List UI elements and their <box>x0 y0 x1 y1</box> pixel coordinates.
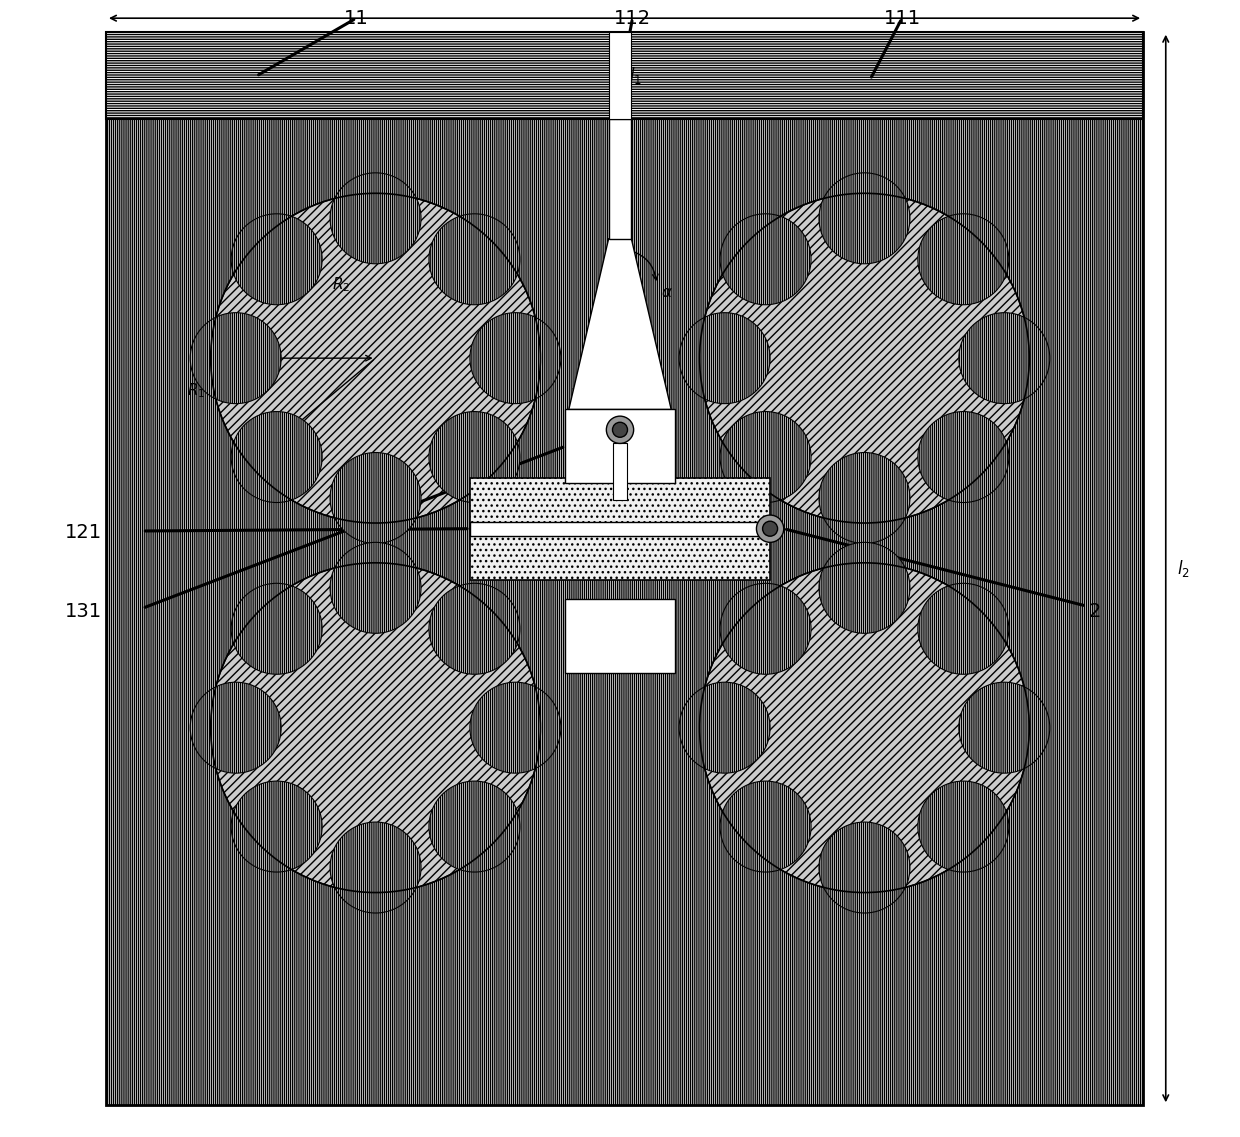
Circle shape <box>680 682 770 773</box>
Circle shape <box>680 313 770 404</box>
Circle shape <box>699 193 1029 523</box>
Circle shape <box>190 313 281 404</box>
Bar <box>470 522 770 536</box>
Circle shape <box>429 412 520 503</box>
Circle shape <box>818 453 910 543</box>
Text: $l_2$: $l_2$ <box>1177 558 1190 579</box>
Circle shape <box>720 781 811 872</box>
Circle shape <box>818 542 910 633</box>
Text: $R_1$: $R_1$ <box>187 381 205 399</box>
Circle shape <box>190 682 281 773</box>
Circle shape <box>429 214 520 305</box>
Circle shape <box>211 563 541 893</box>
Text: 131: 131 <box>66 603 102 621</box>
Circle shape <box>959 682 1050 773</box>
Circle shape <box>211 193 541 523</box>
Circle shape <box>606 416 634 443</box>
Circle shape <box>613 422 627 438</box>
Circle shape <box>918 781 1009 872</box>
Bar <box>565 599 675 673</box>
Circle shape <box>231 583 322 674</box>
Circle shape <box>959 313 1050 404</box>
Circle shape <box>720 412 811 503</box>
Circle shape <box>720 583 811 674</box>
Text: $\alpha$: $\alpha$ <box>661 287 673 300</box>
Circle shape <box>231 412 322 503</box>
Circle shape <box>818 822 910 913</box>
Circle shape <box>763 521 777 537</box>
Circle shape <box>429 781 520 872</box>
Circle shape <box>720 214 811 305</box>
Text: $l_1$: $l_1$ <box>629 65 642 86</box>
Text: 112: 112 <box>614 9 651 27</box>
Circle shape <box>918 412 1009 503</box>
Text: $R_3$: $R_3$ <box>629 364 646 380</box>
Circle shape <box>918 583 1009 674</box>
Text: 121: 121 <box>66 523 102 541</box>
Text: 11: 11 <box>343 9 368 27</box>
Text: $d_1$: $d_1$ <box>613 537 627 554</box>
Circle shape <box>330 542 422 633</box>
Circle shape <box>231 781 322 872</box>
Circle shape <box>918 214 1009 305</box>
Bar <box>609 119 631 239</box>
Circle shape <box>756 515 784 542</box>
Bar <box>609 32 631 119</box>
Text: 111: 111 <box>883 9 920 27</box>
Circle shape <box>818 173 910 264</box>
Circle shape <box>231 214 322 305</box>
Circle shape <box>470 313 560 404</box>
Circle shape <box>470 682 560 773</box>
Text: $R_2$: $R_2$ <box>332 275 351 293</box>
Polygon shape <box>569 239 671 409</box>
Text: $d_2$: $d_2$ <box>629 426 645 445</box>
Text: $l_3$: $l_3$ <box>636 515 649 533</box>
Circle shape <box>699 563 1029 893</box>
Circle shape <box>330 453 422 543</box>
Bar <box>107 32 1143 119</box>
Text: $W_1$: $W_1$ <box>626 362 649 380</box>
Circle shape <box>429 583 520 674</box>
Bar <box>565 409 675 483</box>
Circle shape <box>330 822 422 913</box>
Text: 2: 2 <box>1089 603 1101 621</box>
Bar <box>470 478 770 580</box>
Bar <box>613 443 627 500</box>
Circle shape <box>330 173 422 264</box>
